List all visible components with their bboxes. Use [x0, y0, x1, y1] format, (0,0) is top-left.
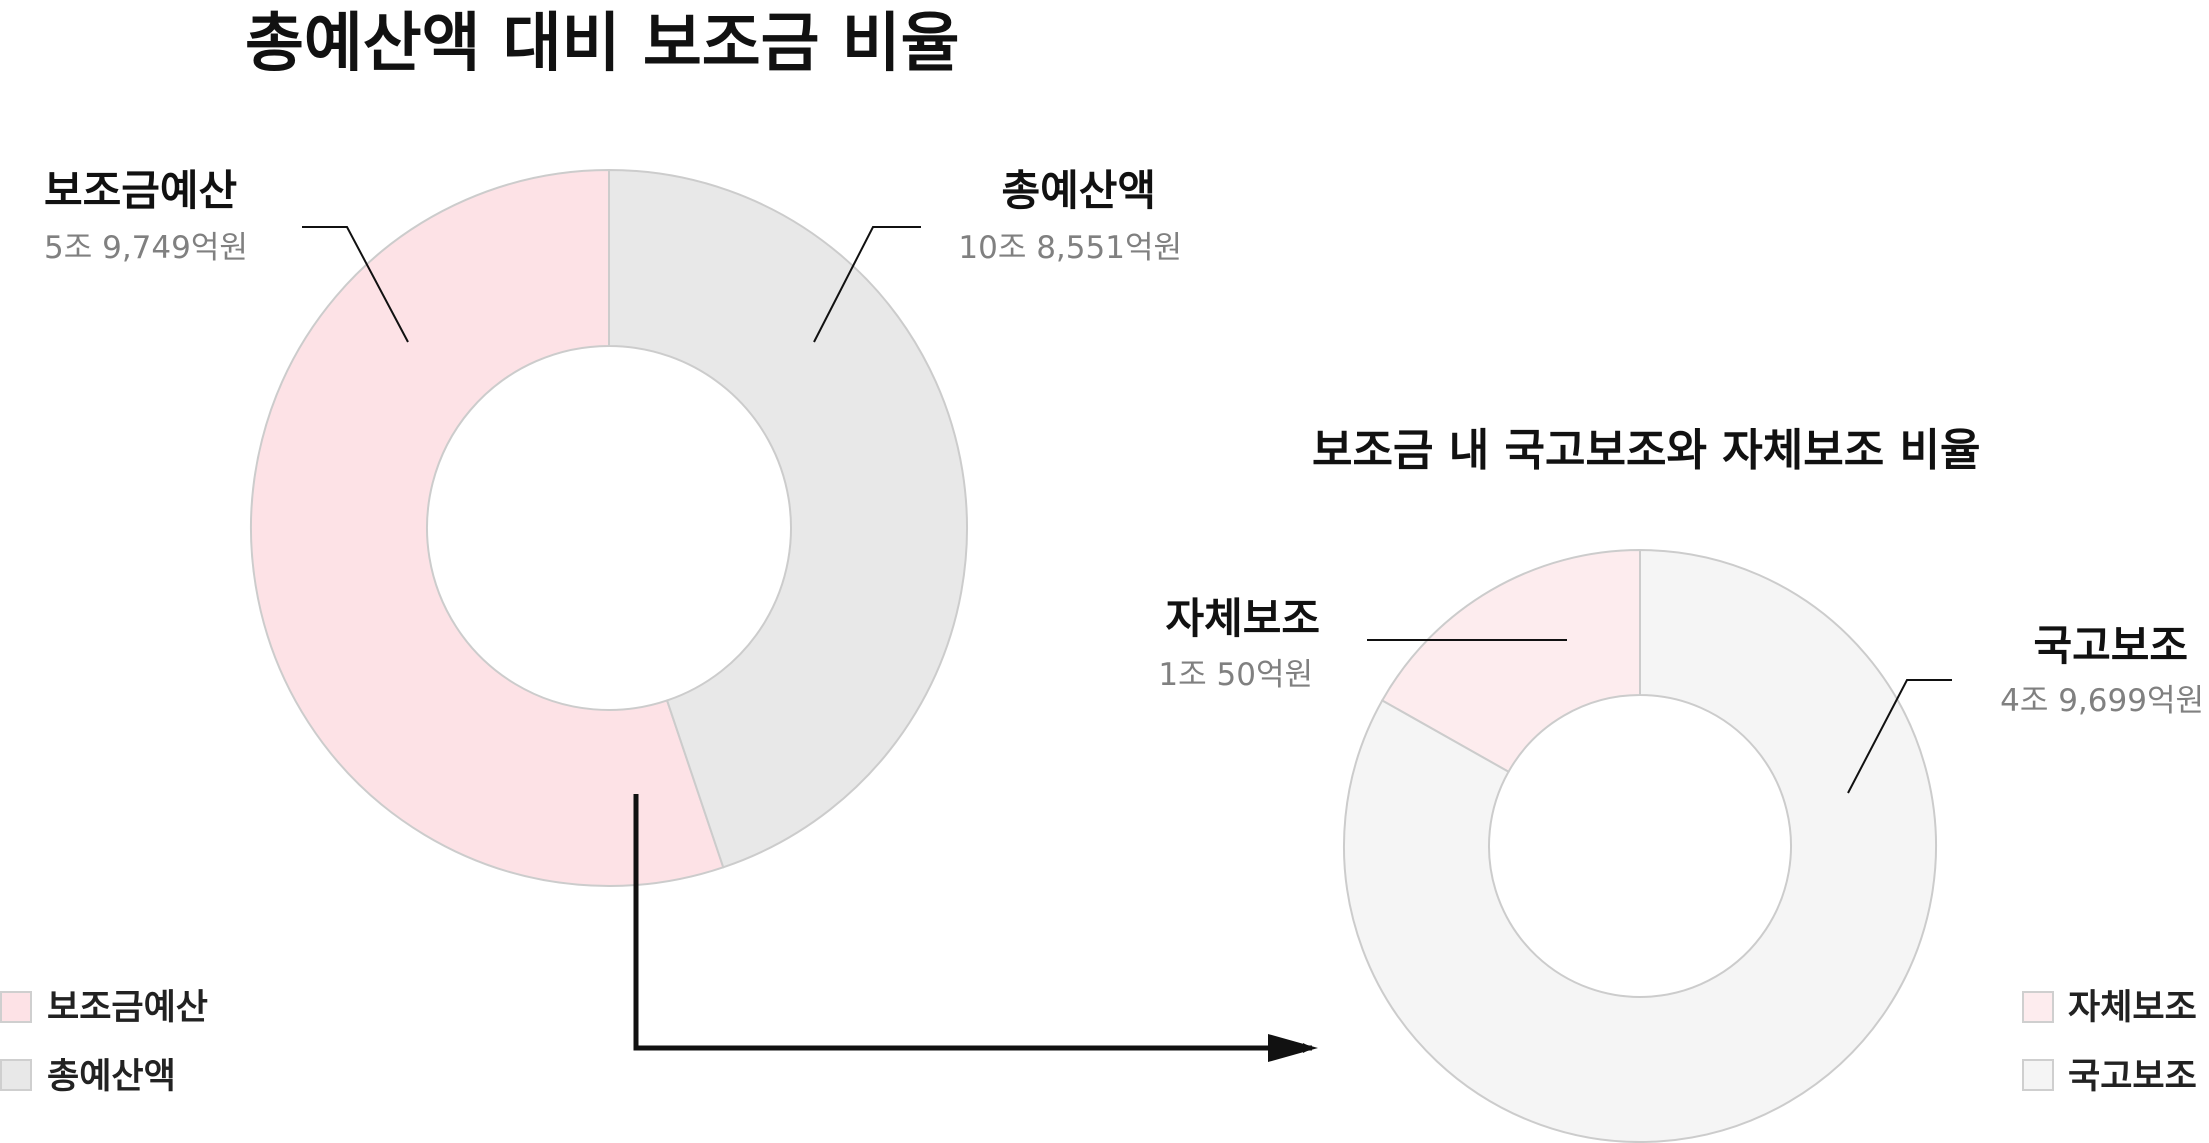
slice-own-subsidy: [1380, 548, 1641, 774]
slice-label-total-budget: 총예산액: [1001, 166, 1156, 215]
legend-label-total-budget: 총예산액: [47, 1057, 176, 1097]
legend-swatch-own-subsidy: [2022, 991, 2054, 1023]
connector-arrow: [633, 794, 1313, 1053]
legend-label-own-subsidy: 자체보조: [2068, 988, 2197, 1028]
main-chart-title: 총예산액 대비 보조금 비율: [245, 7, 960, 81]
slice-subsidy-budget: [250, 168, 725, 887]
slice-value-total-budget: 10조 8,551억원: [958, 230, 1182, 266]
legend-swatch-subsidy-budget: [0, 991, 32, 1023]
sub-chart-title: 보조금 내 국고보조와 자체보조 비율: [1312, 425, 1980, 476]
leader-line-subsidy-budget: [302, 226, 409, 343]
slice-value-subsidy-budget: 5조 9,749억원: [44, 230, 248, 266]
legend-swatch-total-budget: [0, 1059, 32, 1091]
legend-label-national-subsidy: 국고보조: [2068, 1057, 2197, 1097]
slice-label-national-subsidy: 국고보조: [2033, 621, 2188, 670]
legend-label-subsidy-budget: 보조금예산: [47, 988, 208, 1028]
legend-swatch-national-subsidy: [2022, 1059, 2054, 1091]
slice-national-subsidy: [1343, 548, 1937, 1143]
leader-line-total-budget: [813, 226, 921, 343]
leader-line-national-subsidy: [1847, 679, 1952, 794]
slice-label-own-subsidy: 자체보조: [1165, 594, 1320, 643]
slice-value-national-subsidy: 4조 9,699억원: [2000, 683, 2204, 719]
slice-label-subsidy-budget: 보조금예산: [44, 166, 237, 215]
donut-chart-subsidy-split: [1343, 548, 1937, 1143]
arrow-head: [1268, 1034, 1318, 1062]
slice-value-own-subsidy: 1조 50억원: [1158, 657, 1313, 693]
slice-total-budget: [608, 168, 968, 869]
donut-chart-total-budget: [250, 168, 968, 887]
